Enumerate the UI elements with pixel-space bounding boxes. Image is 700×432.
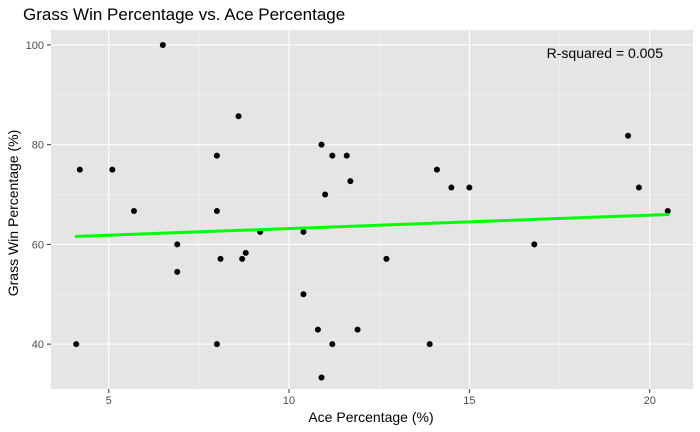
data-point: [329, 341, 336, 348]
data-point: [242, 249, 249, 256]
data-point: [318, 141, 325, 148]
x-axis-ticks: 5 10 15 20: [106, 389, 656, 407]
data-point: [314, 326, 321, 333]
data-point: [73, 341, 80, 348]
data-point: [383, 255, 390, 262]
y-axis-ticks: 40 60 80 100: [26, 40, 51, 351]
data-point: [300, 291, 307, 298]
data-point: [213, 341, 220, 348]
data-point: [213, 152, 220, 159]
data-point: [531, 241, 538, 248]
trend-line: [74, 212, 670, 238]
data-point: [217, 255, 224, 262]
r-squared-annotation: R-squared = 0.005: [547, 45, 664, 61]
trend-line-layer: [74, 212, 670, 238]
grid-major: [51, 30, 693, 389]
data-point: [235, 113, 242, 120]
y-axis-title: Grass Win Percentage (%): [5, 130, 21, 297]
y-tick-label: 40: [32, 339, 44, 351]
data-point: [347, 178, 354, 185]
x-tick-label: 5: [106, 395, 112, 407]
data-point: [174, 241, 181, 248]
data-point: [76, 166, 83, 173]
data-point: [354, 326, 361, 333]
data-point: [426, 341, 433, 348]
data-points: [73, 41, 671, 381]
x-tick-label: 15: [463, 395, 475, 407]
data-point: [239, 255, 246, 262]
data-point: [213, 207, 220, 214]
data-point: [329, 152, 336, 159]
data-point: [433, 166, 440, 173]
data-point: [466, 184, 473, 191]
plot-panel: [51, 30, 693, 389]
data-point: [448, 184, 455, 191]
y-tick-label: 100: [26, 40, 44, 52]
data-point: [343, 152, 350, 159]
data-point: [130, 207, 137, 214]
y-tick-label: 60: [32, 239, 44, 251]
data-point: [159, 41, 166, 48]
x-tick-label: 10: [283, 395, 295, 407]
data-point: [318, 374, 325, 381]
data-point: [174, 268, 181, 275]
x-axis-title: Ace Percentage (%): [308, 409, 433, 425]
data-point: [625, 132, 632, 139]
y-tick-label: 80: [32, 140, 44, 152]
data-point: [300, 228, 307, 235]
data-point: [322, 191, 329, 198]
data-point: [664, 207, 671, 214]
data-point: [109, 166, 116, 173]
chart-title: Grass Win Percentage vs. Ace Percentage: [23, 5, 345, 24]
data-point: [635, 184, 642, 191]
x-tick-label: 20: [644, 395, 656, 407]
grid-minor: [51, 30, 693, 389]
